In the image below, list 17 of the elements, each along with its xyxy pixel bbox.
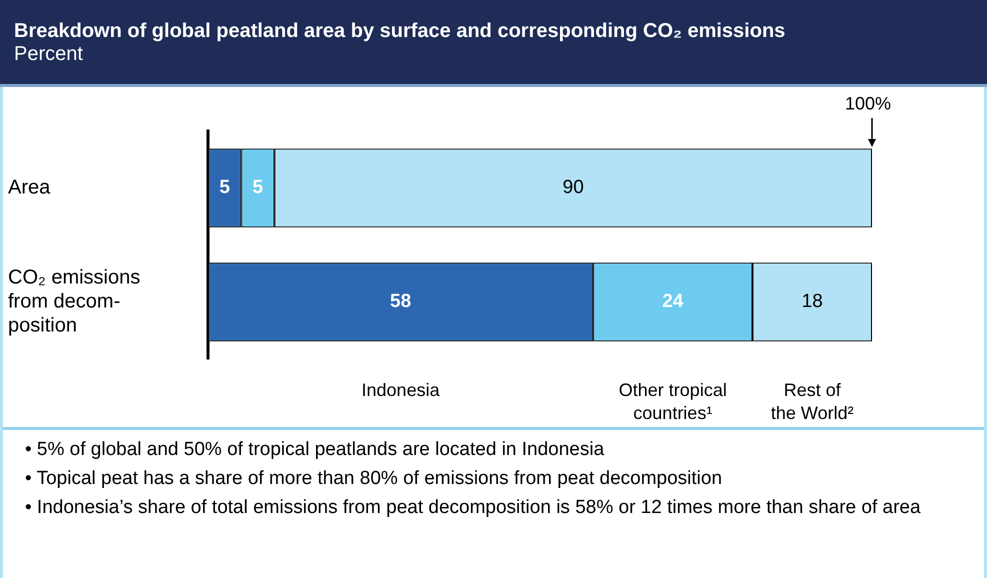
text: • Indonesia’s share of total emissions from peat decomposition is 58% or 12 times more than share of area [25,496,922,520]
annotation: 100% [844,94,892,114]
text: Indonesia [362,380,441,400]
chart-subtitle: Percent [14,43,84,66]
data-label: 5 [252,177,264,198]
data-label: 18 [802,291,823,312]
text: • 5% of global and 50% of tropical peatlands are located in Indonesia [25,438,606,462]
text: Rest of the World² [770,380,854,423]
data-label: 90 [562,177,584,198]
y-tick-label: Area [8,176,52,199]
chart-title: Breakdown of global peatland area by surface and corresponding CO₂ emissions [14,20,786,43]
y-tick-label: CO₂ emissions from decom- position [8,266,140,337]
data-label: 5 [219,177,230,198]
data-label: 24 [662,291,684,312]
text: • Topical peat has a share of more than 80% of emissions from peat decomposition [25,467,724,491]
data-label: 58 [390,291,412,312]
text: Other tropical countries¹ [618,380,727,423]
